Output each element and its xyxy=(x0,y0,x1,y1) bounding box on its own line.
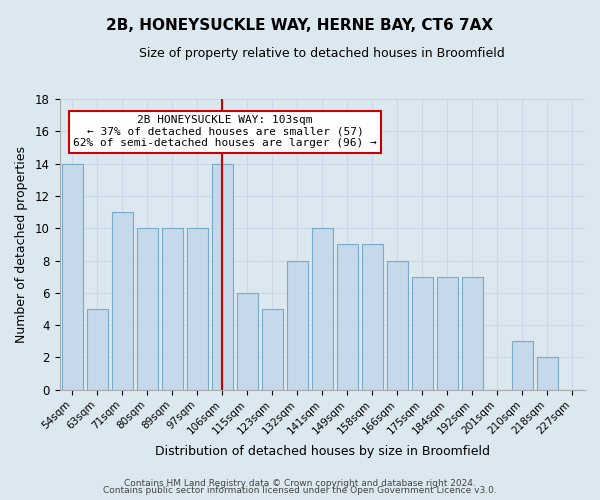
Bar xyxy=(512,341,533,390)
Title: Size of property relative to detached houses in Broomfield: Size of property relative to detached ho… xyxy=(139,48,505,60)
Bar xyxy=(337,244,358,390)
Text: 2B, HONEYSUCKLE WAY, HERNE BAY, CT6 7AX: 2B, HONEYSUCKLE WAY, HERNE BAY, CT6 7AX xyxy=(106,18,494,32)
Y-axis label: Number of detached properties: Number of detached properties xyxy=(15,146,28,343)
Bar xyxy=(137,228,158,390)
Bar xyxy=(86,309,108,390)
Text: 2B HONEYSUCKLE WAY: 103sqm
← 37% of detached houses are smaller (57)
62% of semi: 2B HONEYSUCKLE WAY: 103sqm ← 37% of deta… xyxy=(73,115,377,148)
Text: Contains HM Land Registry data © Crown copyright and database right 2024.: Contains HM Land Registry data © Crown c… xyxy=(124,478,476,488)
Bar xyxy=(362,244,383,390)
Bar xyxy=(412,276,433,390)
Bar xyxy=(62,164,83,390)
Bar xyxy=(236,293,258,390)
Text: Contains public sector information licensed under the Open Government Licence v3: Contains public sector information licen… xyxy=(103,486,497,495)
Bar xyxy=(462,276,483,390)
Bar xyxy=(187,228,208,390)
Bar xyxy=(262,309,283,390)
Bar xyxy=(537,358,558,390)
Bar xyxy=(212,164,233,390)
Bar xyxy=(437,276,458,390)
Bar xyxy=(161,228,183,390)
Bar xyxy=(387,260,408,390)
Bar xyxy=(112,212,133,390)
Bar xyxy=(287,260,308,390)
Bar xyxy=(312,228,333,390)
X-axis label: Distribution of detached houses by size in Broomfield: Distribution of detached houses by size … xyxy=(155,444,490,458)
